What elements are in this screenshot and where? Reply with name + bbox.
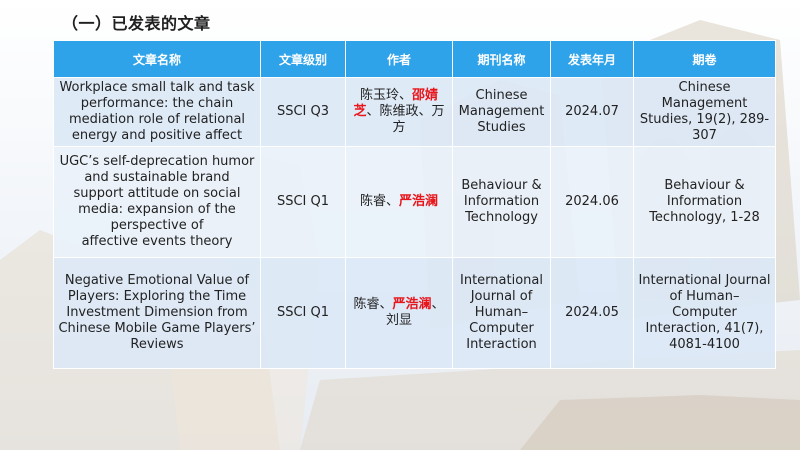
cell-volume: International Journal of Human–Computer … (633, 257, 776, 369)
cell-volume: Behaviour & Information Technology, 1-28 (633, 146, 776, 258)
cell-authors: 陈玉玲、邵婧芝、陈维政、万方 (345, 77, 453, 147)
table-row: UGC’s self-deprecation humor and sustain… (53, 146, 776, 258)
cell-level: SSCI Q1 (260, 257, 346, 369)
cell-level: SSCI Q1 (260, 146, 346, 258)
highlighted-author: 邵婧芝 (353, 88, 439, 119)
cell-date: 2024.07 (550, 77, 634, 147)
author-text: 陈睿、 (353, 297, 393, 312)
header-journal: 期刊名称 (452, 40, 551, 78)
cell-title: Workplace small talk and task performanc… (53, 77, 261, 147)
publications-table: 文章名称 文章级别 作者 期刊名称 发表年月 期卷 Workplace smal… (53, 40, 776, 369)
cell-authors: 陈睿、严浩澜 (345, 146, 453, 258)
cell-journal: International Journal of Human–Computer … (452, 257, 551, 369)
author-text: 、刘显 (385, 297, 445, 328)
cell-authors: 陈睿、严浩澜、刘显 (345, 257, 453, 369)
highlighted-author: 严浩澜 (399, 194, 439, 209)
section-heading: （一）已发表的文章 (62, 14, 211, 33)
cell-date: 2024.06 (550, 146, 634, 258)
header-date: 发表年月 (550, 40, 634, 78)
cell-level: SSCI Q3 (260, 77, 346, 147)
author-text: 陈睿、 (359, 194, 399, 209)
author-text: 、陈维政、万方 (366, 104, 445, 135)
header-authors: 作者 (345, 40, 453, 78)
table-row: Workplace small talk and task performanc… (53, 77, 776, 147)
table-header-row: 文章名称 文章级别 作者 期刊名称 发表年月 期卷 (53, 40, 776, 78)
cell-journal: Chinese Management Studies (452, 77, 551, 147)
author-text: 陈玉玲、 (359, 88, 412, 103)
cell-title: Negative Emotional Value of Players: Exp… (53, 257, 261, 369)
highlighted-author: 严浩澜 (392, 297, 432, 312)
header-volume: 期卷 (633, 40, 776, 78)
cell-journal: Behaviour & Information Technology (452, 146, 551, 258)
cell-volume: Chinese Management Studies, 19(2), 289-3… (633, 77, 776, 147)
cell-date: 2024.05 (550, 257, 634, 369)
table-row: Negative Emotional Value of Players: Exp… (53, 257, 776, 369)
cell-title: UGC’s self-deprecation humor and sustain… (53, 146, 261, 258)
header-level: 文章级别 (260, 40, 346, 78)
header-title: 文章名称 (53, 40, 261, 78)
